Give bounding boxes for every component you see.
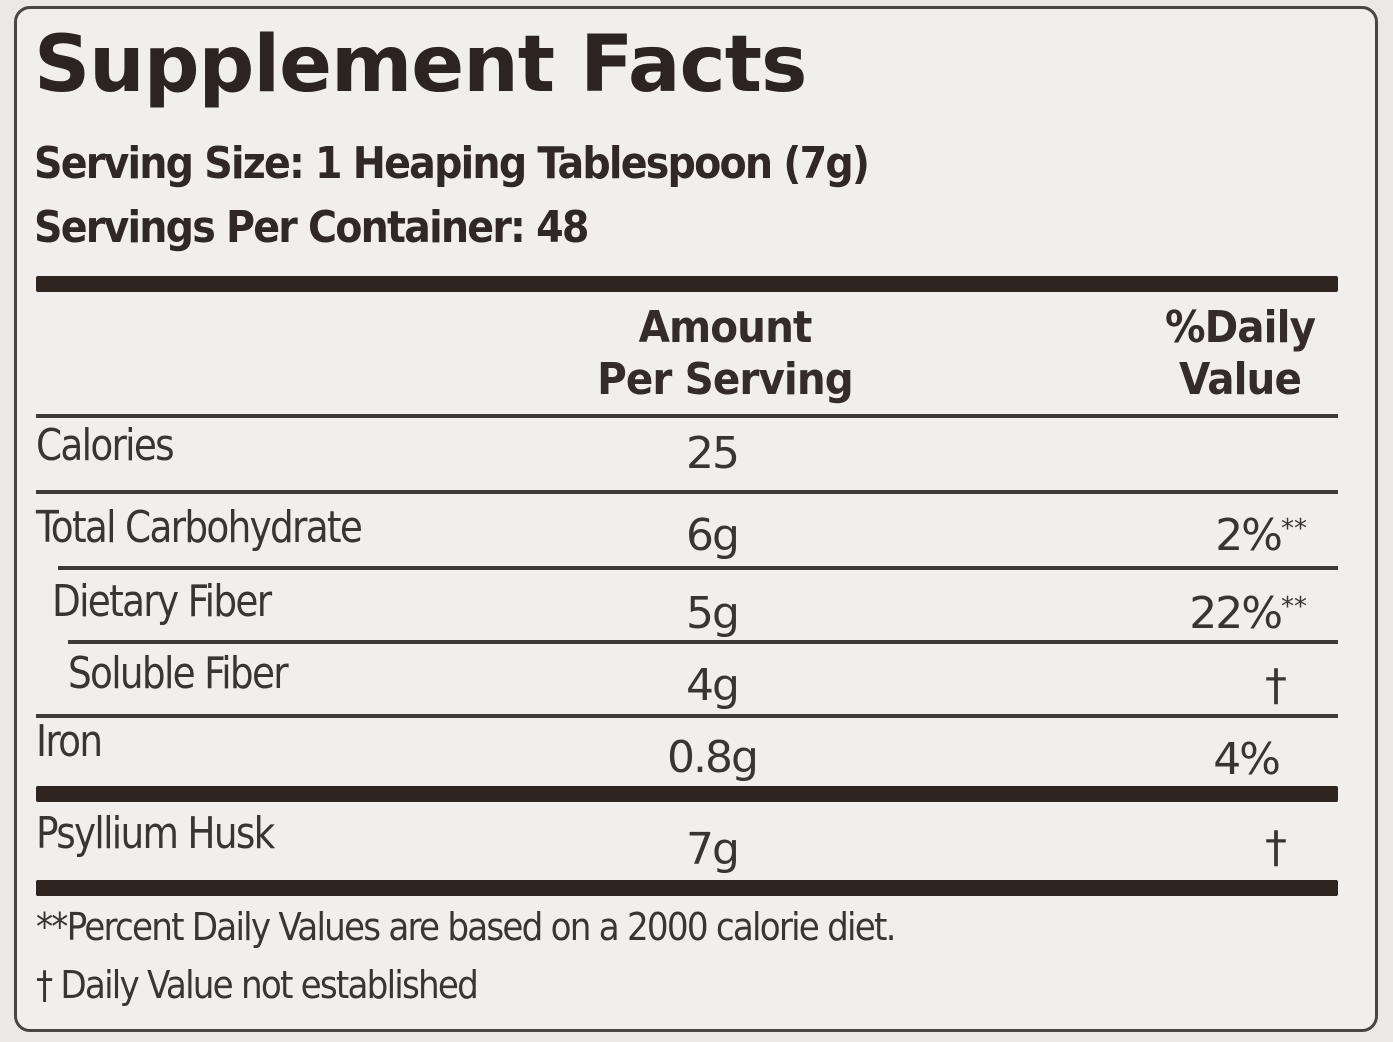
amount-header-line1: Amount (638, 302, 813, 353)
amount-header-line2: Per Serving (597, 353, 854, 405)
dv-header-line1: %Daily (1164, 302, 1316, 353)
nutrient-amount: 7g (686, 824, 740, 875)
nutrient-dv: 2%** (1215, 514, 1307, 558)
footnote-dv-not-established: † Daily Value not established (36, 963, 479, 1007)
nutrient-dv: † (1265, 822, 1287, 873)
dv-header-line2: Value (1179, 353, 1302, 405)
daily-value-header: %Daily Value (1139, 302, 1341, 406)
dv-value: 2% (1215, 510, 1283, 561)
row-rule (58, 566, 1338, 570)
dv-value: 22% (1189, 588, 1283, 639)
nutrient-dv: 4% (1213, 734, 1281, 785)
nutrient-amount: 4g (686, 660, 740, 711)
nutrient-dv: 22%** (1189, 592, 1307, 636)
supplement-facts-panel (14, 6, 1378, 1032)
serving-size: Serving Size: 1 Heaping Tablespoon (7g) (34, 138, 870, 189)
nutrient-name: Dietary Fiber (52, 576, 272, 627)
top-thick-rule (36, 276, 1338, 292)
nutrient-name: Iron (36, 716, 103, 767)
nutrient-amount: 0.8g (667, 732, 759, 783)
row-rule (68, 640, 1338, 644)
nutrient-amount: 5g (686, 588, 740, 639)
nutrient-name: Total Carbohydrate (36, 502, 363, 553)
header-rule (36, 414, 1338, 418)
dv-footnote-mark: ** (1281, 592, 1307, 622)
nutrient-name: Soluble Fiber (68, 648, 289, 699)
nutrient-name: Calories (36, 420, 175, 471)
servings-per-container: Servings Per Container: 48 (34, 202, 589, 253)
amount-header: Amount Per Serving (573, 302, 877, 406)
nutrient-amount: 6g (686, 510, 740, 561)
nutrient-amount: 25 (686, 428, 740, 479)
row-rule (36, 490, 1338, 494)
row-rule (36, 714, 1338, 718)
dv-footnote-mark: ** (1281, 514, 1307, 544)
footnote-dv-basis: **Percent Daily Values are based on a 20… (36, 905, 896, 949)
label-title: Supplement Facts (34, 20, 807, 110)
nutrient-dv: † (1265, 660, 1287, 711)
nutrient-name: Psyllium Husk (36, 808, 275, 859)
bottom-thick-rule (36, 880, 1338, 896)
thick-rule (36, 786, 1338, 802)
